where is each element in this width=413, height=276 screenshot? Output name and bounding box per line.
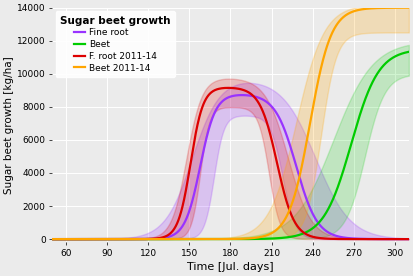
- X-axis label: Time [Jul. days]: Time [Jul. days]: [187, 262, 274, 272]
- Legend: Fine root, Beet, F. root 2011-14, Beet 2011-14: Fine root, Beet, F. root 2011-14, Beet 2…: [56, 11, 175, 77]
- Y-axis label: Sugar beet growth [kg/ha]: Sugar beet growth [kg/ha]: [4, 56, 14, 194]
